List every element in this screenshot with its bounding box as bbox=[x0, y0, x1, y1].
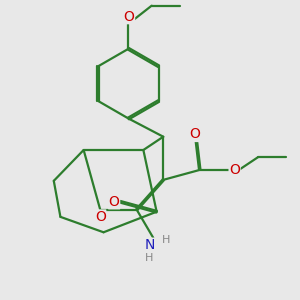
Text: N: N bbox=[145, 238, 155, 252]
Text: O: O bbox=[189, 128, 200, 141]
Text: O: O bbox=[124, 10, 134, 24]
Text: O: O bbox=[95, 210, 106, 224]
Text: H: H bbox=[162, 235, 170, 244]
Text: O: O bbox=[109, 195, 120, 209]
Text: O: O bbox=[229, 163, 240, 177]
Text: H: H bbox=[145, 253, 154, 263]
